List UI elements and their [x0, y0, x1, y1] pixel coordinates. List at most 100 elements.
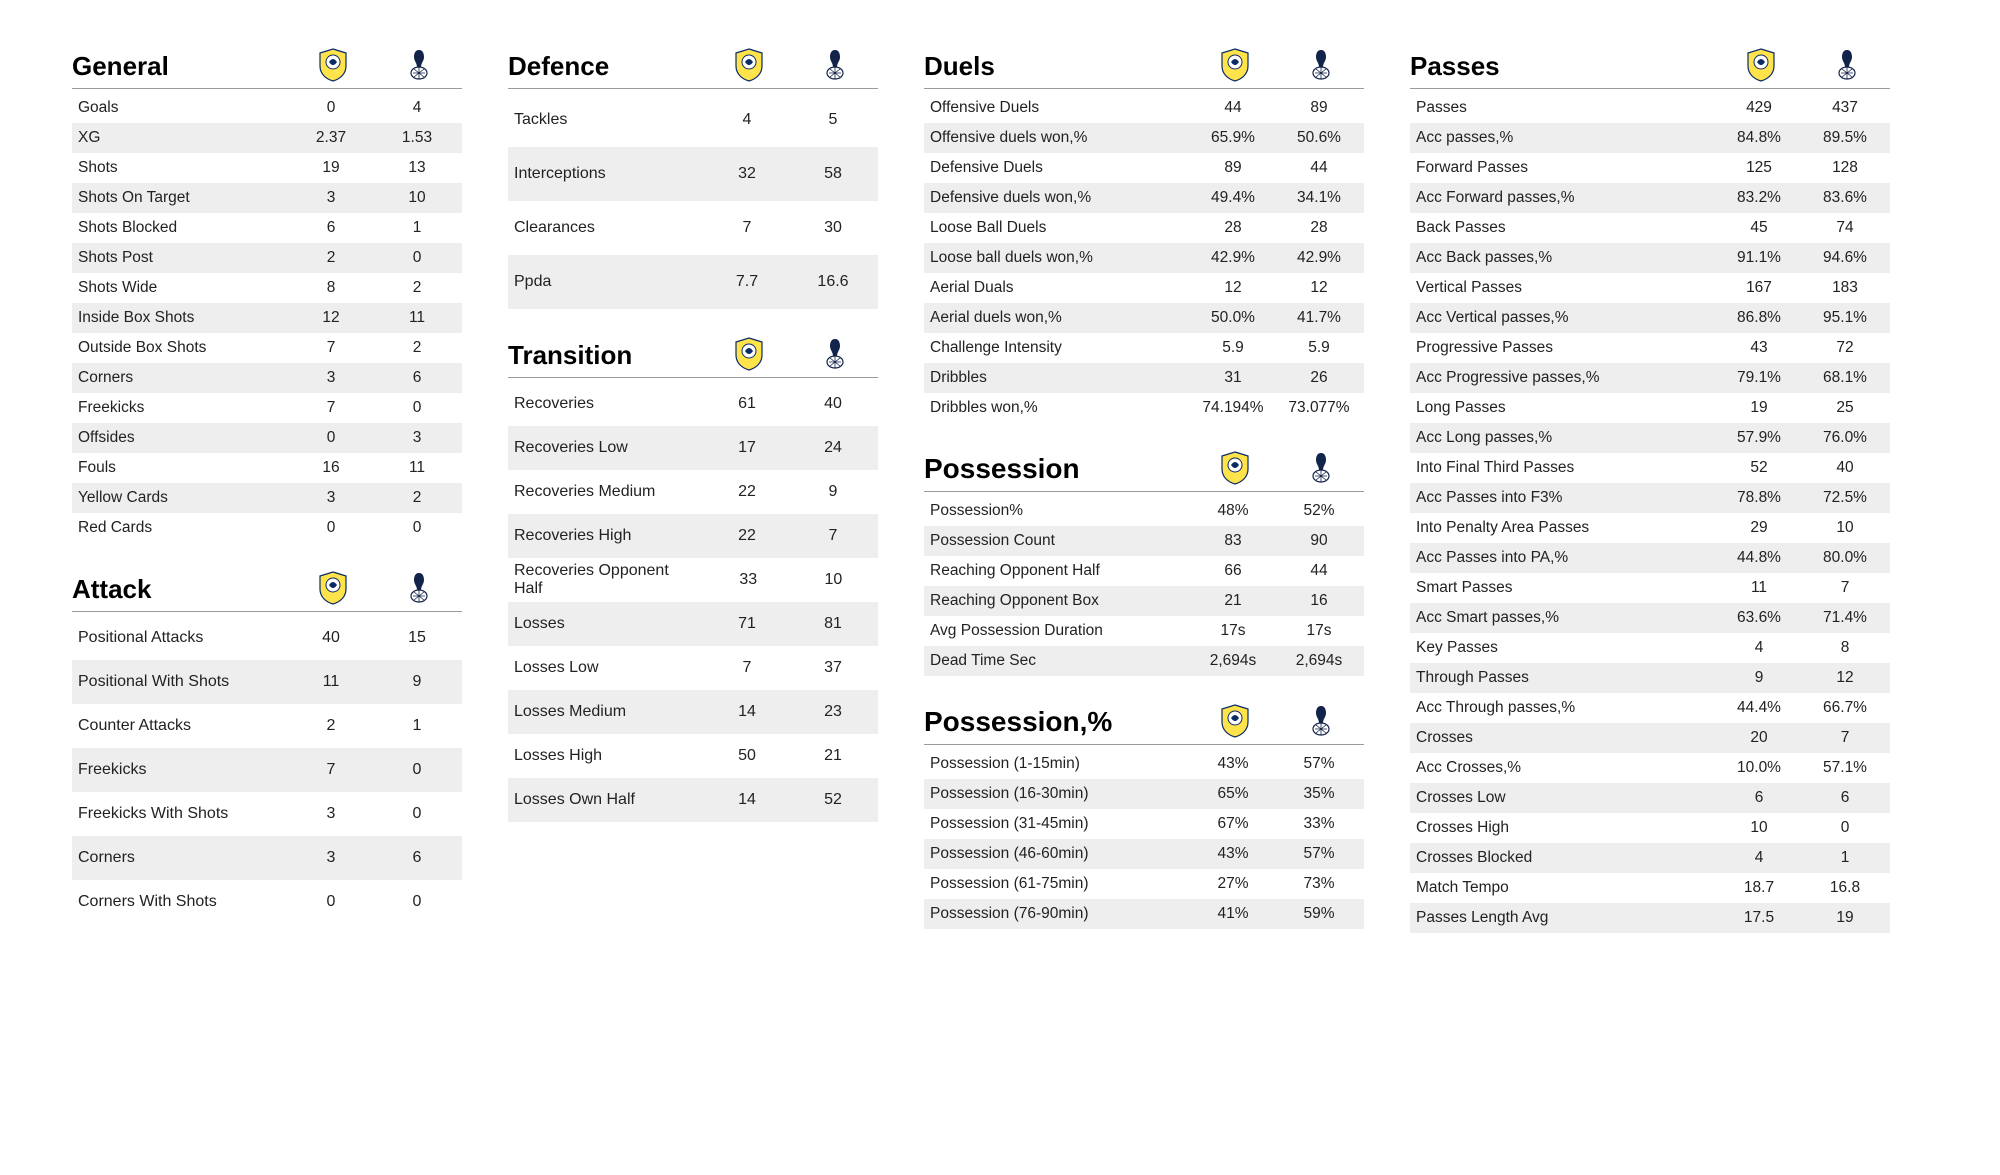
stat-home-value: 83	[1190, 532, 1276, 550]
table-row: Dribbles won,%74.194%73.077%	[924, 393, 1364, 423]
stat-home-value: 9	[1716, 669, 1802, 687]
stat-label: Reaching Opponent Half	[930, 562, 1190, 580]
away-team-crest	[792, 337, 878, 371]
table-row: Freekicks70	[72, 748, 462, 792]
stat-away-value: 2,694s	[1276, 652, 1362, 670]
stat-label: Crosses Low	[1416, 789, 1716, 807]
stat-away-value: 10	[1802, 519, 1888, 537]
table-row: Outside Box Shots72	[72, 333, 462, 363]
stat-label: Into Penalty Area Passes	[1416, 519, 1716, 537]
stat-home-value: 42.9%	[1190, 249, 1276, 267]
stat-away-value: 26	[1276, 369, 1362, 387]
stat-home-value: 45	[1716, 219, 1802, 237]
stat-home-value: 3	[288, 849, 374, 867]
stat-away-value: 90	[1276, 532, 1362, 550]
section-title: Possession,%	[924, 706, 1192, 738]
stat-label: Shots Wide	[78, 279, 288, 297]
stat-home-value: 167	[1716, 279, 1802, 297]
stat-label: Acc Long passes,%	[1416, 429, 1716, 447]
stat-label: Acc Through passes,%	[1416, 699, 1716, 717]
table-row: Shots On Target310	[72, 183, 462, 213]
stat-home-value: 2.37	[288, 129, 374, 147]
stat-away-value: 1	[374, 219, 460, 237]
table-row: Acc Passes into PA,%44.8%80.0%	[1410, 543, 1890, 573]
stat-label: Offensive Duels	[930, 99, 1190, 117]
stat-label: Challenge Intensity	[930, 339, 1190, 357]
section-duels: Duels Offensive Duels4489Offensive duels…	[924, 48, 1364, 423]
stat-label: Losses Low	[514, 659, 704, 677]
leeds-crest-icon	[1220, 704, 1250, 738]
stat-away-value: 15	[374, 629, 460, 647]
table-row: Crosses Low66	[1410, 783, 1890, 813]
stat-label: Losses	[514, 615, 704, 633]
stat-label: Yellow Cards	[78, 489, 288, 507]
stat-away-value: 1	[374, 717, 460, 735]
table-row: Ppda7.716.6	[508, 255, 878, 309]
stat-home-value: 12	[1190, 279, 1276, 297]
stat-label: Possession (16-30min)	[930, 785, 1190, 803]
away-team-crest	[1804, 48, 1890, 82]
table-row: Crosses Blocked41	[1410, 843, 1890, 873]
stat-away-value: 5	[790, 111, 876, 129]
stat-away-value: 0	[374, 893, 460, 911]
stat-label: Progressive Passes	[1416, 339, 1716, 357]
stat-label: Goals	[78, 99, 288, 117]
stat-label: Losses Own Half	[514, 791, 704, 809]
table-row: Possession (46-60min)43%57%	[924, 839, 1364, 869]
stat-label: Possession (46-60min)	[930, 845, 1190, 863]
table-row: Reaching Opponent Half6644	[924, 556, 1364, 586]
stat-away-value: 3	[374, 429, 460, 447]
table-row: Recoveries Low1724	[508, 426, 878, 470]
stat-home-value: 7	[288, 339, 374, 357]
stat-label: Corners With Shots	[78, 893, 288, 911]
stat-away-value: 44	[1276, 562, 1362, 580]
stat-home-value: 19	[288, 159, 374, 177]
table-row: Recoveries Medium229	[508, 470, 878, 514]
table-row: Tackles45	[508, 93, 878, 147]
stat-away-value: 5.9	[1276, 339, 1362, 357]
stat-away-value: 44	[1276, 159, 1362, 177]
table-row: Possession Count8390	[924, 526, 1364, 556]
stat-home-value: 14	[704, 791, 790, 809]
table-row: Acc Crosses,%10.0%57.1%	[1410, 753, 1890, 783]
section-general: General Goals04XG2.371.53Shots1913Shots …	[72, 48, 462, 543]
table-row: Corners With Shots00	[72, 880, 462, 924]
stat-away-value: 11	[374, 459, 460, 477]
stat-home-value: 44.4%	[1716, 699, 1802, 717]
table-row: Challenge Intensity5.95.9	[924, 333, 1364, 363]
stat-label: Avg Possession Duration	[930, 622, 1190, 640]
table-row: Acc Smart passes,%63.6%71.4%	[1410, 603, 1890, 633]
stat-home-value: 71	[704, 615, 790, 633]
table-row: Freekicks70	[72, 393, 462, 423]
stat-home-value: 12	[288, 309, 374, 327]
table-row: Shots Post20	[72, 243, 462, 273]
stat-label: Corners	[78, 369, 288, 387]
column-3: Duels Offensive Duels4489Offensive duels…	[924, 48, 1364, 957]
stat-away-value: 4	[374, 99, 460, 117]
stat-away-value: 16	[1276, 592, 1362, 610]
section-title: General	[72, 51, 290, 82]
home-team-crest	[290, 48, 376, 82]
stat-away-value: 11	[374, 309, 460, 327]
stat-away-value: 128	[1802, 159, 1888, 177]
stat-label: Key Passes	[1416, 639, 1716, 657]
section-rows: Passes429437Acc passes,%84.8%89.5%Forwar…	[1410, 93, 1890, 933]
stat-label: Freekicks With Shots	[78, 805, 288, 823]
stat-label: Passes Length Avg	[1416, 909, 1716, 927]
tottenham-crest-icon	[822, 337, 848, 371]
stat-home-value: 48%	[1190, 502, 1276, 520]
stat-away-value: 59%	[1276, 905, 1362, 923]
stat-away-value: 0	[374, 761, 460, 779]
stat-away-value: 1.53	[374, 129, 460, 147]
table-row: Goals04	[72, 93, 462, 123]
stat-away-value: 1	[1802, 849, 1888, 867]
away-team-crest	[792, 48, 878, 82]
section-rows: Goals04XG2.371.53Shots1913Shots On Targe…	[72, 93, 462, 543]
stat-label: Ppda	[514, 273, 704, 291]
table-row: Positional Attacks4015	[72, 616, 462, 660]
stat-away-value: 17s	[1276, 622, 1362, 640]
stat-away-value: 0	[1802, 819, 1888, 837]
stat-home-value: 3	[288, 489, 374, 507]
table-row: Crosses207	[1410, 723, 1890, 753]
stat-away-value: 57%	[1276, 755, 1362, 773]
